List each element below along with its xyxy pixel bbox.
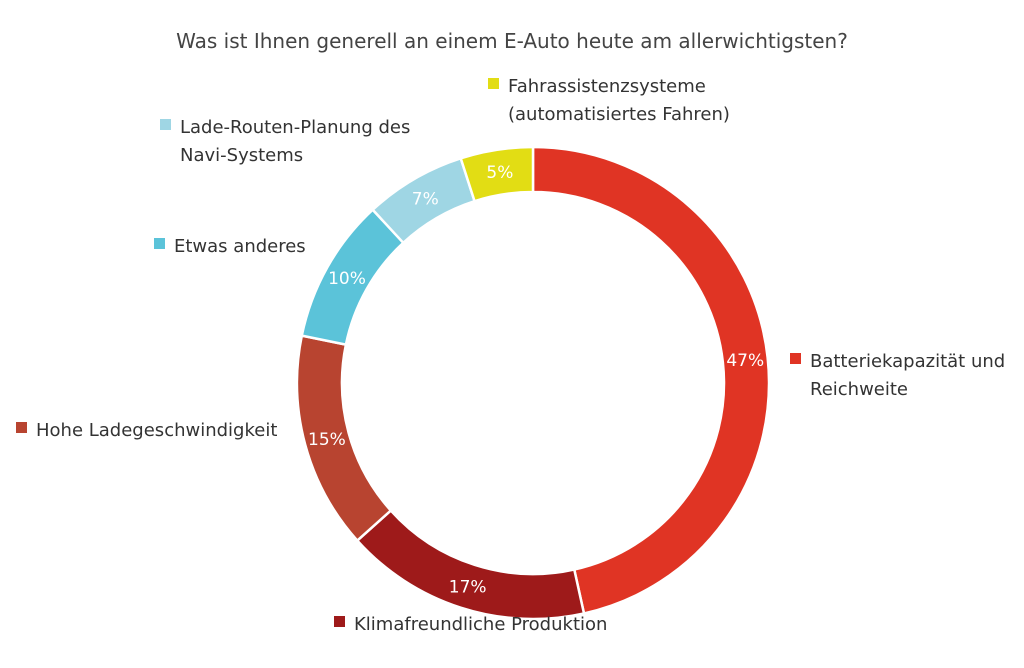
slice-value-label: 47% xyxy=(726,351,764,371)
slice-value-label: 10% xyxy=(328,269,366,289)
donut-slice xyxy=(531,145,771,615)
legend-swatch xyxy=(488,78,499,89)
legend-label: Lade-Routen-Planung des xyxy=(180,117,410,138)
legend-label: (automatisiertes Fahren) xyxy=(508,104,730,125)
legend-swatch xyxy=(334,616,345,627)
legend-swatch xyxy=(790,353,801,364)
legend-item: Klimafreundliche Produktion xyxy=(334,614,607,635)
legend-label: Fahrassistenzsysteme xyxy=(508,76,706,97)
legend-item: Fahrassistenzsysteme (automatisiertes Fah… xyxy=(488,76,730,125)
legend-label: Klimafreundliche Produktion xyxy=(354,614,607,635)
value-labels: 47% 17% 15% 10% 7% 5% xyxy=(308,163,764,597)
legend-swatch xyxy=(16,422,27,433)
slice-value-label: 17% xyxy=(449,577,487,597)
donut-slices xyxy=(295,145,771,621)
chart-title: Was ist Ihnen generell an einem E-Auto h… xyxy=(176,29,848,53)
legend-swatch xyxy=(154,238,165,249)
slice-value-label: 5% xyxy=(486,163,513,183)
donut-slice xyxy=(459,145,535,203)
legend-item: Hohe Ladegeschwindigkeit xyxy=(16,420,277,441)
donut-slice xyxy=(355,508,586,621)
slice-value-label: 7% xyxy=(412,190,439,210)
legend-label: Etwas anderes xyxy=(174,236,306,257)
legend-item: Batteriekapazität und Reichweite xyxy=(790,351,1005,400)
legend-label: Batteriekapazität und xyxy=(810,351,1005,372)
slice-value-label: 15% xyxy=(308,430,346,450)
legend-item: Etwas anderes xyxy=(154,236,306,257)
legend-label: Navi-Systems xyxy=(180,145,303,166)
legend-swatch xyxy=(160,119,171,130)
legend-label: Hohe Ladegeschwindigkeit xyxy=(36,420,277,441)
legend-label: Reichweite xyxy=(810,379,908,400)
legend-item: Lade-Routen-Planung des Navi-Systems xyxy=(160,117,410,166)
legend: Batteriekapazität und Reichweite Klimafreu… xyxy=(16,76,1005,635)
